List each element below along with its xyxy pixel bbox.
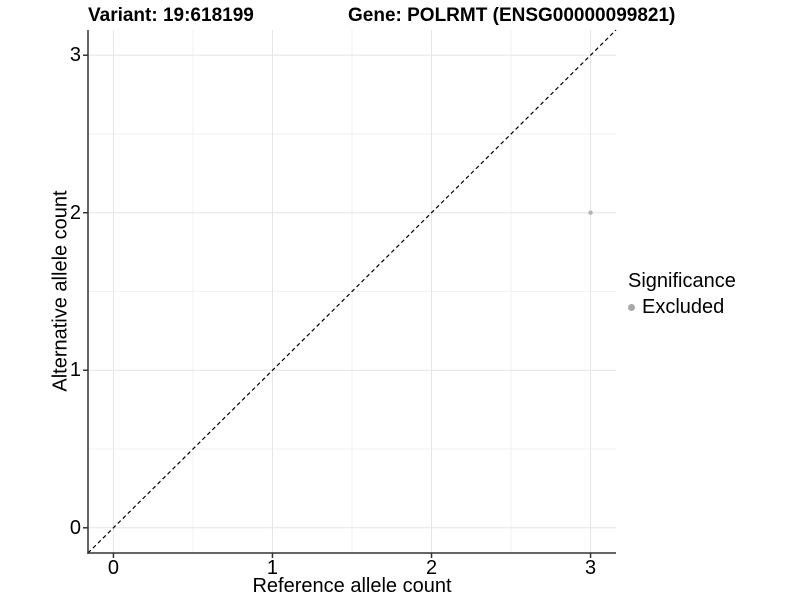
x-tick-label: 1 <box>266 557 279 579</box>
x-tick-label: 0 <box>107 557 119 579</box>
legend-item-label: Excluded <box>642 296 725 318</box>
y-tick-label: 2 <box>69 201 81 224</box>
legend-title: Significance <box>628 270 736 292</box>
plot-title-gene: Gene: POLRMT (ENSG00000099821) <box>348 5 676 26</box>
legend: Significance Excluded <box>628 270 736 319</box>
legend-item-excluded: Excluded <box>628 296 736 319</box>
data-point <box>588 210 593 215</box>
x-tick-label: 2 <box>425 557 438 579</box>
y-axis-title: Alternative allele count <box>49 190 72 392</box>
identity-dashed-line <box>87 29 617 554</box>
y-tick-label: 0 <box>69 516 81 539</box>
y-tick-label: 1 <box>69 359 81 382</box>
x-axis-title: Reference allele count <box>252 575 452 597</box>
y-tick-label: 3 <box>69 44 81 67</box>
plot-title-variant: Variant: 19:618199 <box>88 5 254 26</box>
legend-point-icon <box>628 304 635 311</box>
x-tick-label: 3 <box>584 557 597 579</box>
